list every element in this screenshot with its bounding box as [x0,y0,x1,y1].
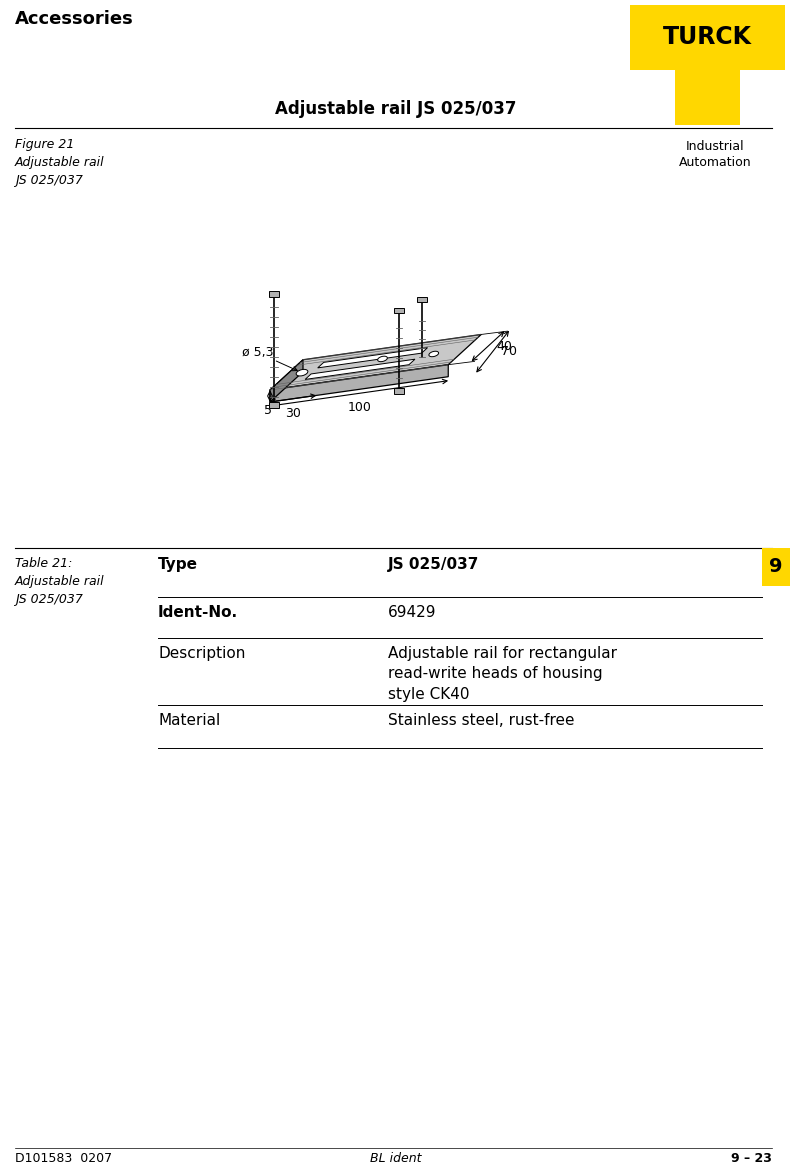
Text: BL ident: BL ident [370,1152,422,1165]
Text: Ident-No.: Ident-No. [158,605,238,620]
Text: 100: 100 [347,401,371,414]
Text: Table 21:
Adjustable rail
JS 025/037: Table 21: Adjustable rail JS 025/037 [15,557,105,606]
Text: 69429: 69429 [388,605,436,620]
Text: Accessories: Accessories [15,10,134,28]
Text: 70: 70 [501,345,516,358]
Ellipse shape [378,356,387,361]
Ellipse shape [296,370,308,375]
Text: Stainless steel, rust-free: Stainless steel, rust-free [388,712,574,728]
Text: 40: 40 [496,339,512,353]
Text: Adjustable rail JS 025/037: Adjustable rail JS 025/037 [276,100,516,118]
Text: JS 025/037: JS 025/037 [388,557,479,573]
Polygon shape [270,365,448,402]
Bar [394,308,404,312]
Text: 5: 5 [264,403,272,417]
Polygon shape [270,360,303,402]
Text: D101583  0207: D101583 0207 [15,1152,112,1165]
Text: ø 5,3: ø 5,3 [242,346,297,371]
Bar [269,290,279,296]
Bar [762,548,790,586]
Polygon shape [270,335,482,389]
Bar [417,296,427,302]
Text: Type: Type [158,557,198,573]
Text: Material: Material [158,712,220,728]
Bar [630,5,785,70]
Text: 9: 9 [769,557,782,576]
Text: 9 – 23: 9 – 23 [731,1152,772,1165]
Text: Industrial
Automation: Industrial Automation [680,140,752,169]
Text: Description: Description [158,646,246,661]
Text: 30: 30 [285,407,301,420]
Polygon shape [305,359,415,379]
Polygon shape [318,347,428,368]
Text: Adjustable rail for rectangular
read-write heads of housing
style CK40: Adjustable rail for rectangular read-wri… [388,646,617,702]
Text: TURCK: TURCK [663,26,752,49]
Ellipse shape [429,351,439,357]
Bar [675,70,740,125]
Bar [394,388,404,394]
Text: Figure 21
Adjustable rail
JS 025/037: Figure 21 Adjustable rail JS 025/037 [15,138,105,187]
Bar [269,401,279,408]
